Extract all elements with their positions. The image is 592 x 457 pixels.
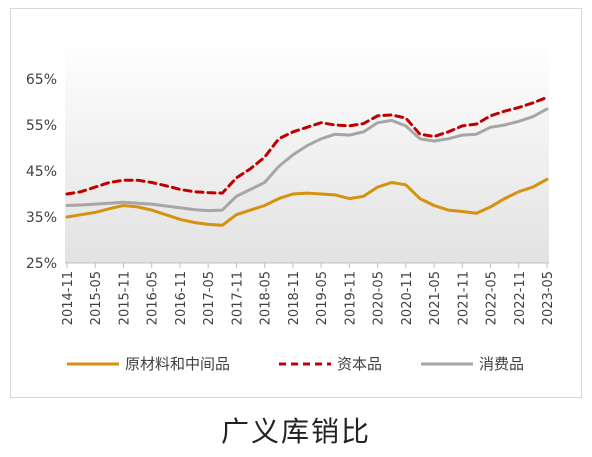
y-tick-label: 65% xyxy=(26,72,57,88)
series-layer xyxy=(65,95,549,227)
x-tick-label: 2019-11 xyxy=(343,271,358,325)
y-tick-label: 25% xyxy=(26,256,57,272)
x-tick-label: 2021-05 xyxy=(428,271,443,325)
y-tick-label: 55% xyxy=(26,118,57,134)
x-tick-label: 2022-11 xyxy=(513,271,528,325)
x-tick-label: 2017-05 xyxy=(202,271,217,325)
chart-frame: 65% 55% 45% 35% 25% 2014-11 2015-05 2015-11 201… xyxy=(10,8,582,398)
x-tick-label: 2016-11 xyxy=(174,271,189,325)
x-tick-label: 2018-11 xyxy=(287,271,302,325)
line-chart: 65%55%45%35%25% 2014-11 2015-05 2015-11 201… xyxy=(26,39,556,373)
x-tick-label: 2021-11 xyxy=(456,271,471,325)
x-tick-label: 2019-05 xyxy=(315,271,330,325)
x-tick-label: 2022-05 xyxy=(485,271,500,325)
x-tick-label: 2023-05 xyxy=(541,271,556,325)
x-tick-label: 2015-05 xyxy=(89,271,104,325)
x-tick-label: 2020-05 xyxy=(372,271,387,325)
x-tick-label: 2017-11 xyxy=(230,271,245,325)
y-tick-label: 45% xyxy=(26,164,57,180)
y-axis-ticks: 65% 55% 45% 35% 25% xyxy=(26,72,57,272)
y-tick-label: 35% xyxy=(26,210,57,226)
x-tick-label: 2018-05 xyxy=(259,271,274,325)
chart-caption: 广义库销比 xyxy=(220,415,371,448)
series-line-资本品 xyxy=(65,95,549,196)
x-tick-label: 2015-11 xyxy=(117,271,132,325)
legend-label: 原材料和中间品 xyxy=(125,355,230,373)
legend: 原材料和中间品 资本品 消费品 xyxy=(67,355,524,373)
legend-label: 消费品 xyxy=(479,355,524,373)
x-tick-label: 2020-11 xyxy=(400,271,415,325)
plot-background xyxy=(65,39,549,263)
x-axis-ticks: 2014-11 2015-05 2015-11 2016-05 2016-11 2017-… xyxy=(61,263,556,325)
series-line-原材料和中间品 xyxy=(65,177,549,227)
x-tick-label: 2016-05 xyxy=(146,271,161,325)
x-tick-label: 2014-11 xyxy=(61,271,76,325)
legend-label: 资本品 xyxy=(337,355,382,373)
series-line-消费品 xyxy=(65,107,549,213)
